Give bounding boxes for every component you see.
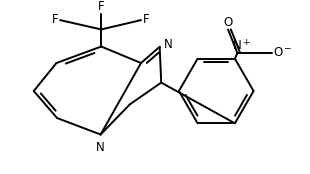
Text: O: O [224,15,233,29]
Text: N: N [164,38,173,52]
Text: N: N [233,39,242,52]
Text: +: + [242,38,250,46]
Text: F: F [98,0,104,13]
Text: F: F [52,13,58,26]
Text: F: F [143,13,149,26]
Text: N: N [96,141,105,154]
Text: O: O [273,46,283,59]
Text: −: − [283,43,290,52]
